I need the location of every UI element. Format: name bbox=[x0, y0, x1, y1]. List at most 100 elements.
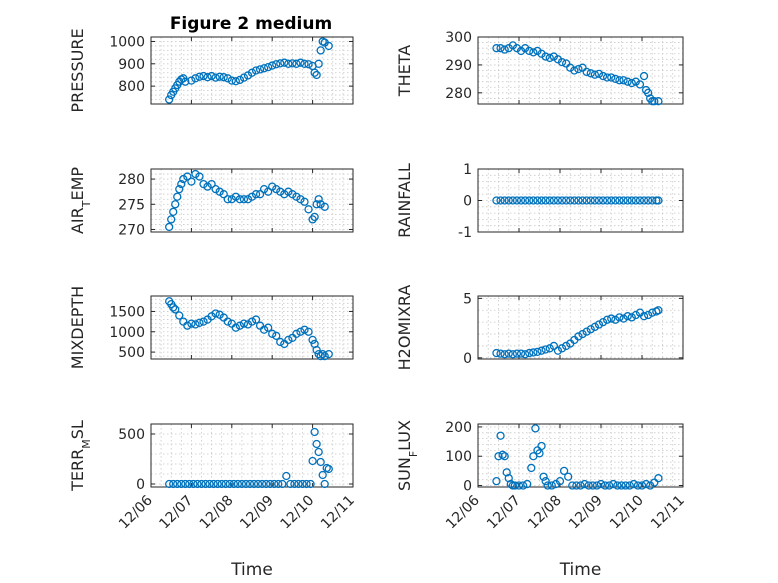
data-point bbox=[298, 479, 307, 489]
data-point bbox=[549, 196, 558, 205]
data-point bbox=[500, 196, 509, 205]
data-point bbox=[292, 192, 301, 201]
data-point bbox=[247, 317, 257, 326]
data-point bbox=[537, 441, 546, 451]
data-point bbox=[545, 53, 554, 63]
data-point bbox=[578, 196, 587, 205]
data-point bbox=[498, 450, 507, 459]
data-point bbox=[272, 331, 281, 340]
data-point bbox=[525, 196, 534, 205]
data-point bbox=[650, 97, 659, 106]
data-point bbox=[541, 476, 550, 486]
y-tick-label: 800 bbox=[118, 79, 145, 95]
y-tick-label: 900 bbox=[118, 57, 145, 73]
data-point bbox=[596, 479, 606, 489]
data-point bbox=[205, 479, 214, 489]
data-point bbox=[213, 479, 222, 489]
data-point bbox=[219, 73, 228, 82]
data-point bbox=[492, 196, 501, 205]
data-point bbox=[259, 185, 269, 194]
data-point bbox=[600, 481, 610, 490]
data-point bbox=[639, 312, 649, 321]
data-point bbox=[611, 74, 620, 84]
data-point bbox=[496, 349, 505, 358]
data-point bbox=[644, 88, 653, 97]
data-point bbox=[255, 190, 265, 199]
data-point bbox=[584, 481, 593, 490]
data-point bbox=[320, 352, 329, 361]
data-point bbox=[590, 196, 599, 205]
data-point bbox=[639, 71, 649, 81]
data-point bbox=[304, 60, 313, 69]
data-point bbox=[576, 481, 585, 490]
data-point bbox=[500, 45, 509, 54]
data-point bbox=[215, 187, 224, 196]
data-point bbox=[268, 61, 277, 70]
data-point bbox=[623, 77, 632, 86]
axes-frame bbox=[150, 168, 354, 233]
data-point bbox=[183, 172, 192, 181]
y-tick-label: 5 bbox=[463, 291, 472, 307]
data-point bbox=[302, 479, 311, 489]
data-point bbox=[650, 478, 659, 487]
data-point bbox=[582, 67, 591, 77]
data-point bbox=[239, 195, 249, 204]
y-tick-label: 270 bbox=[118, 222, 145, 238]
data-point bbox=[613, 481, 622, 490]
data-point bbox=[243, 195, 253, 204]
data-point bbox=[235, 75, 245, 85]
data-point bbox=[187, 319, 196, 328]
data-point bbox=[537, 346, 546, 355]
data-point bbox=[621, 481, 630, 490]
data-point bbox=[543, 481, 552, 490]
data-point bbox=[512, 349, 522, 358]
data-point bbox=[195, 318, 204, 327]
y-axis-label: PRESSURE bbox=[68, 28, 87, 112]
data-point bbox=[280, 190, 289, 199]
data-point bbox=[324, 349, 333, 359]
data-point bbox=[300, 59, 309, 68]
data-point bbox=[268, 329, 277, 338]
data-point bbox=[654, 97, 663, 106]
data-point bbox=[270, 479, 279, 489]
data-point bbox=[308, 335, 317, 345]
data-point bbox=[215, 72, 224, 81]
data-point bbox=[586, 196, 595, 205]
data-point bbox=[324, 464, 333, 474]
data-point bbox=[574, 64, 583, 74]
data-point bbox=[627, 196, 636, 205]
data-point bbox=[627, 78, 636, 88]
data-point bbox=[500, 452, 509, 461]
data-point bbox=[247, 192, 257, 201]
data-point bbox=[288, 190, 297, 199]
data-point bbox=[231, 192, 240, 201]
data-point bbox=[318, 470, 327, 480]
data-point bbox=[169, 303, 178, 312]
data-point bbox=[296, 58, 305, 67]
data-point bbox=[296, 327, 305, 336]
data-point bbox=[292, 329, 301, 338]
data-point bbox=[637, 481, 647, 490]
data-point bbox=[619, 314, 628, 323]
data-point bbox=[592, 481, 602, 490]
data-point bbox=[555, 476, 565, 486]
data-point bbox=[233, 479, 243, 489]
data-point bbox=[237, 479, 247, 489]
data-point bbox=[282, 471, 291, 481]
data-point bbox=[529, 348, 538, 357]
data-point bbox=[557, 57, 567, 67]
data-point bbox=[276, 187, 285, 196]
data-point bbox=[272, 60, 281, 69]
data-point bbox=[314, 447, 323, 457]
data-point bbox=[251, 190, 261, 199]
data-point bbox=[537, 196, 546, 205]
data-point bbox=[257, 479, 267, 489]
y-tick-label: 300 bbox=[445, 30, 472, 46]
data-point bbox=[191, 169, 200, 179]
data-point bbox=[541, 345, 550, 354]
data-point bbox=[557, 344, 567, 353]
data-point bbox=[562, 196, 571, 205]
data-point bbox=[185, 479, 194, 489]
data-point bbox=[312, 70, 321, 80]
